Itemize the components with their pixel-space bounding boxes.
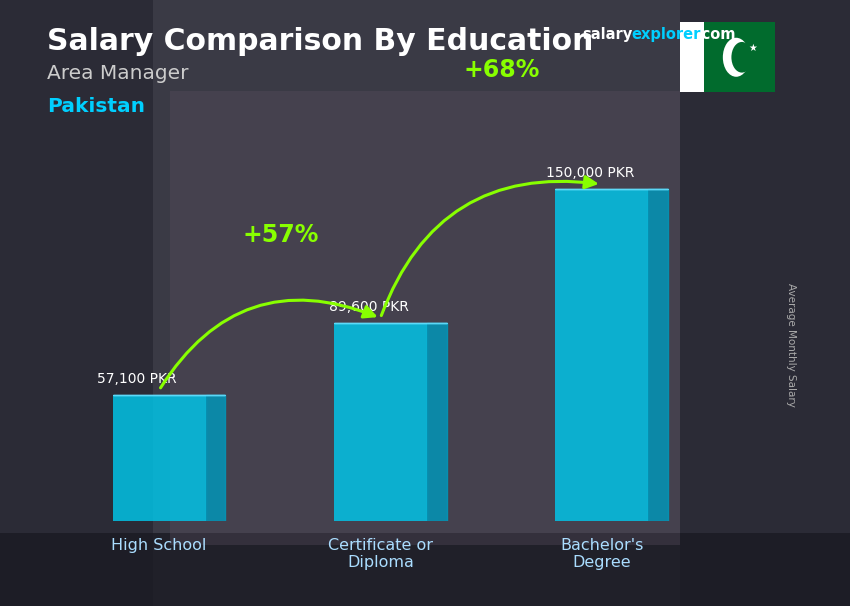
Circle shape	[722, 38, 750, 77]
Bar	[170, 91, 680, 545]
Text: .com: .com	[696, 27, 735, 42]
Text: +68%: +68%	[464, 58, 541, 82]
Polygon shape	[206, 395, 225, 521]
Text: Average Monthly Salary: Average Monthly Salary	[785, 284, 796, 407]
Bar	[334, 322, 427, 521]
Bar	[0, 0, 153, 606]
Bar	[704, 22, 775, 92]
Text: +57%: +57%	[242, 222, 319, 247]
Text: Area Manager: Area Manager	[47, 64, 188, 82]
Bar	[112, 395, 206, 521]
Text: Pakistan: Pakistan	[47, 97, 144, 116]
Polygon shape	[648, 188, 668, 521]
Text: 150,000 PKR: 150,000 PKR	[547, 166, 635, 180]
Polygon shape	[427, 322, 447, 521]
Text: ★: ★	[748, 42, 756, 53]
Bar	[555, 188, 648, 521]
Bar	[0, 533, 850, 606]
Bar	[680, 0, 850, 606]
Bar	[680, 22, 704, 92]
Text: explorer: explorer	[632, 27, 701, 42]
Text: 57,100 PKR: 57,100 PKR	[97, 371, 177, 386]
Text: salary: salary	[582, 27, 632, 42]
Text: 89,600 PKR: 89,600 PKR	[329, 300, 409, 314]
Text: Salary Comparison By Education: Salary Comparison By Education	[47, 27, 593, 56]
Circle shape	[731, 42, 752, 73]
